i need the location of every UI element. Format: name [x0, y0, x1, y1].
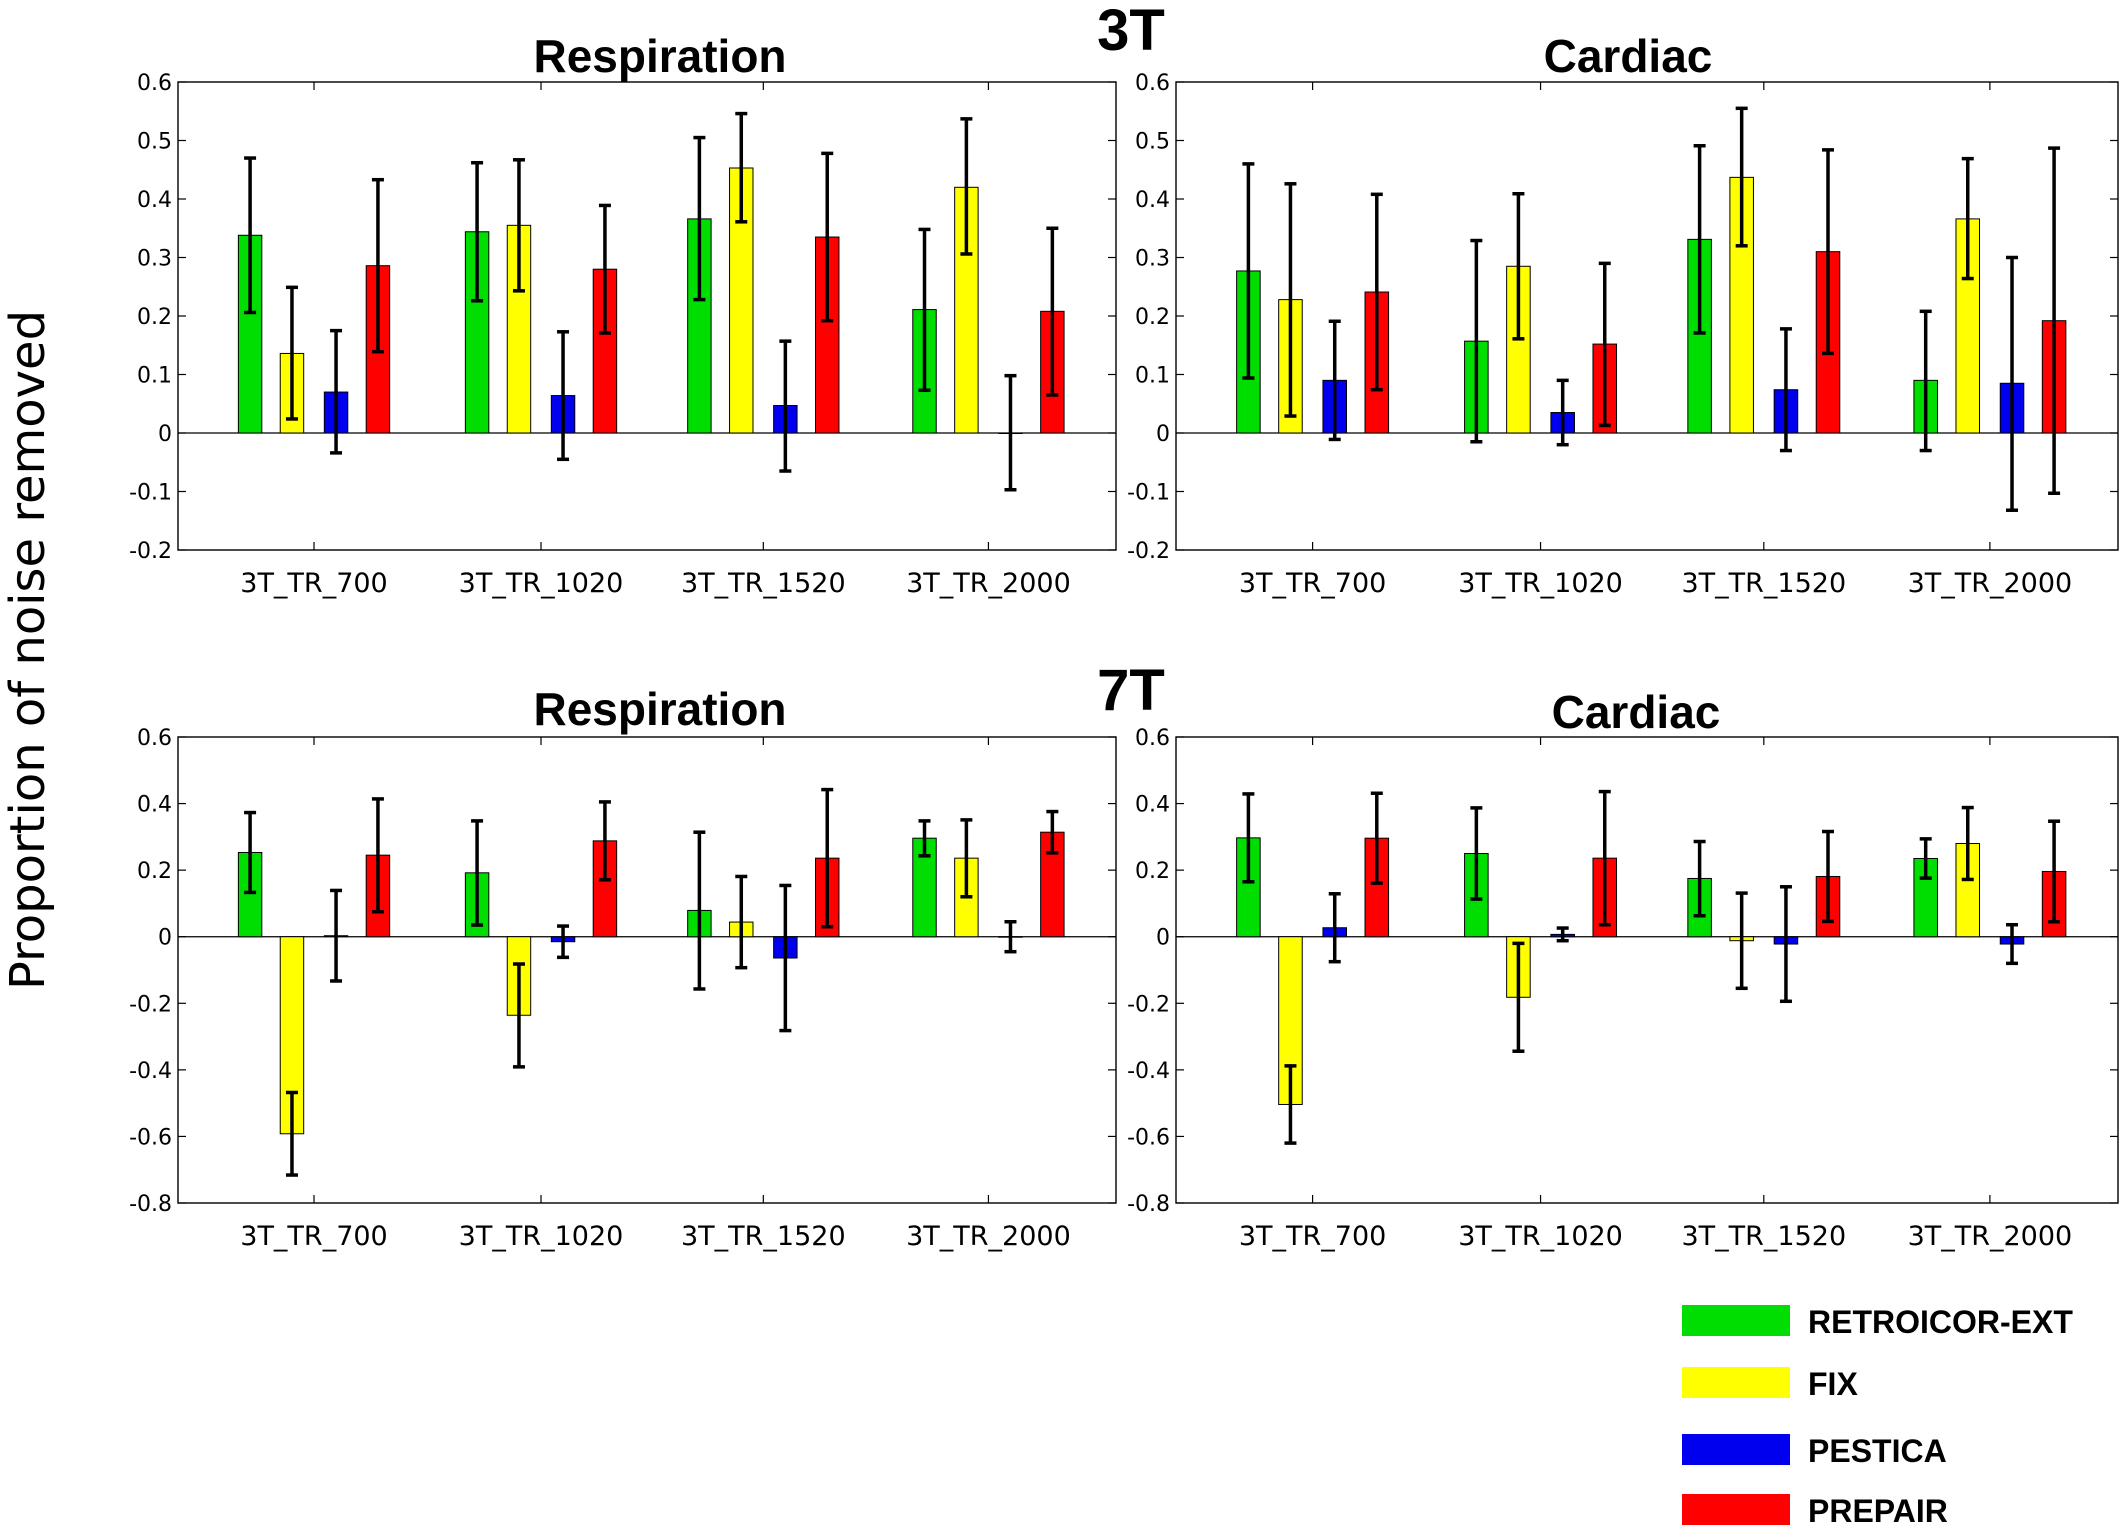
y-tick-label: 0: [1156, 422, 1170, 447]
section-title-7t: 7T: [1097, 658, 1165, 723]
legend-label-fix: FIX: [1808, 1366, 1858, 1402]
y-tick-label: -0.2: [1127, 539, 1170, 564]
x-tick-label: 3T_TR_1020: [459, 1221, 624, 1252]
y-tick-label: 0.2: [137, 859, 172, 884]
chart-panel-3: Respiration 0.6 0.4 0.2 0 -0.2 -0.4 -0.6 -0.8 3T_…: [129, 683, 1117, 1252]
x-tick-label: 3T_TR_2000: [1908, 568, 2073, 599]
y-tick-label: 0.2: [137, 305, 172, 330]
x-tick-label: 3T_TR_1020: [1458, 1221, 1623, 1252]
x-tick-label: 3T_TR_2000: [1908, 1221, 2073, 1252]
y-tick-label: 0.2: [1135, 305, 1170, 330]
y-tick-label: 0.5: [1135, 130, 1170, 155]
y-tick-label: 0: [158, 422, 172, 447]
x-tick-label: 3T_TR_700: [240, 1221, 387, 1252]
y-tick-label: 0.4: [137, 188, 172, 213]
y-tick-label: 0: [1156, 926, 1170, 951]
y-tick-label: 0.4: [1135, 188, 1170, 213]
x-tick-label: 3T_TR_1020: [459, 568, 624, 599]
x-tick-label: 3T_TR_1520: [1681, 1221, 1846, 1252]
chart-panel-4: Cardiac 0.6 0.4 0.2 0 -0.2 -0.4 -0.6 -0.8 3T_TR_7…: [1127, 686, 2119, 1252]
plot-frame: [1175, 81, 2119, 551]
x-tick-label: 3T_TR_2000: [906, 568, 1071, 599]
y-tick-label: -0.2: [129, 539, 172, 564]
y-tick-label: 0.3: [137, 247, 172, 272]
y-tick-label: -0.6: [129, 1125, 172, 1150]
chart-panel-1: Respiration 0.6 0.5 0.4 0.3 0.2 0.1 0 -0.1 -0.2 3T…: [129, 30, 1117, 599]
legend-swatch-retroicor-ext: [1682, 1305, 1790, 1336]
y-tick-label: 0.4: [137, 793, 172, 818]
legend-swatch-pestica: [1682, 1434, 1790, 1465]
plot-frame: [177, 736, 1117, 1204]
x-tick-label: 3T_TR_700: [1239, 1221, 1386, 1252]
y-tick-label: -0.2: [129, 992, 172, 1017]
y-tick-label: 0.6: [1135, 71, 1170, 96]
y-tick-label: 0.4: [1135, 793, 1170, 818]
y-axis-label: Proportion of noise removed: [0, 310, 56, 990]
y-tick-label: -0.8: [129, 1192, 172, 1217]
legend: RETROICOR-EXT FIX PESTICA PREPAIR: [1682, 1304, 2073, 1529]
plot-frame: [177, 81, 1117, 551]
panel-title: Respiration: [533, 683, 786, 735]
section-title-3t: 3T: [1097, 0, 1165, 63]
y-tick-label: 0.3: [1135, 247, 1170, 272]
panel-title: Cardiac: [1544, 30, 1713, 82]
legend-swatch-fix: [1682, 1367, 1790, 1398]
plot-frame: [1175, 736, 2119, 1204]
chart-panels: Respiration 0.6 0.5 0.4 0.3 0.2 0.1 0 -0.1 -0.2 3T…: [129, 30, 2119, 1252]
x-tick-label: 3T_TR_1520: [1681, 568, 1846, 599]
x-tick-label: 3T_TR_700: [240, 568, 387, 599]
legend-label-prepair: PREPAIR: [1808, 1493, 1948, 1529]
y-tick-label: 0.6: [137, 726, 172, 751]
y-tick-label: 0: [158, 926, 172, 951]
y-tick-label: 0.2: [1135, 859, 1170, 884]
panel-title: Cardiac: [1552, 686, 1721, 738]
x-tick-label: 3T_TR_1020: [1458, 568, 1623, 599]
chart-panel-2: Cardiac 0.6 0.5 0.4 0.3 0.2 0.1 0 -0.1 -0.2 3T_TR_…: [1127, 30, 2119, 599]
x-tick-label: 3T_TR_1520: [681, 1221, 846, 1252]
x-tick-label: 3T_TR_1520: [681, 568, 846, 599]
panel-title: Respiration: [533, 30, 786, 82]
legend-label-pestica: PESTICA: [1808, 1433, 1947, 1469]
x-tick-label: 3T_TR_2000: [906, 1221, 1071, 1252]
y-tick-label: -0.4: [1127, 1059, 1170, 1084]
y-tick-label: -0.1: [1127, 481, 1170, 506]
y-tick-label: 0.1: [137, 364, 172, 389]
x-tick-label: 3T_TR_700: [1239, 568, 1386, 599]
y-tick-label: 0.6: [1135, 726, 1170, 751]
y-tick-label: 0.6: [137, 71, 172, 96]
y-tick-label: 0.1: [1135, 364, 1170, 389]
y-tick-label: -0.6: [1127, 1125, 1170, 1150]
y-tick-label: -0.8: [1127, 1192, 1170, 1217]
y-tick-label: -0.2: [1127, 992, 1170, 1017]
y-tick-label: -0.4: [129, 1059, 172, 1084]
legend-swatch-prepair: [1682, 1494, 1790, 1525]
y-tick-label: 0.5: [137, 130, 172, 155]
y-tick-label: -0.1: [129, 481, 172, 506]
legend-label-retroicor-ext: RETROICOR-EXT: [1808, 1304, 2073, 1340]
